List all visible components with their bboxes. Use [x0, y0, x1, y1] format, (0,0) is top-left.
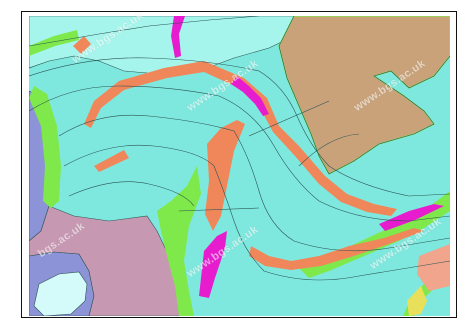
- magenta-band-southeast: [379, 204, 444, 231]
- green-band-central: [157, 166, 201, 316]
- mauve-unit: [29, 205, 182, 316]
- orange-band-4: [94, 150, 129, 172]
- tan-boundary: [278, 16, 450, 175]
- orange-band-2: [205, 120, 245, 231]
- pale-cyan-unit: [33, 271, 88, 316]
- geology-map[interactable]: [29, 16, 450, 316]
- magenta-band-central: [231, 76, 269, 116]
- orange-band-3: [249, 228, 424, 270]
- salmon-unit-east: [417, 244, 450, 291]
- yellow-unit: [407, 286, 427, 316]
- stratum-boundaries: [29, 16, 450, 281]
- magenta-band-south: [199, 231, 227, 298]
- green-band-west: [29, 86, 61, 208]
- green-band-northwest: [29, 30, 79, 56]
- orange-band-1: [84, 61, 397, 216]
- magenta-band-north: [171, 16, 185, 58]
- orange-band-5: [73, 36, 91, 54]
